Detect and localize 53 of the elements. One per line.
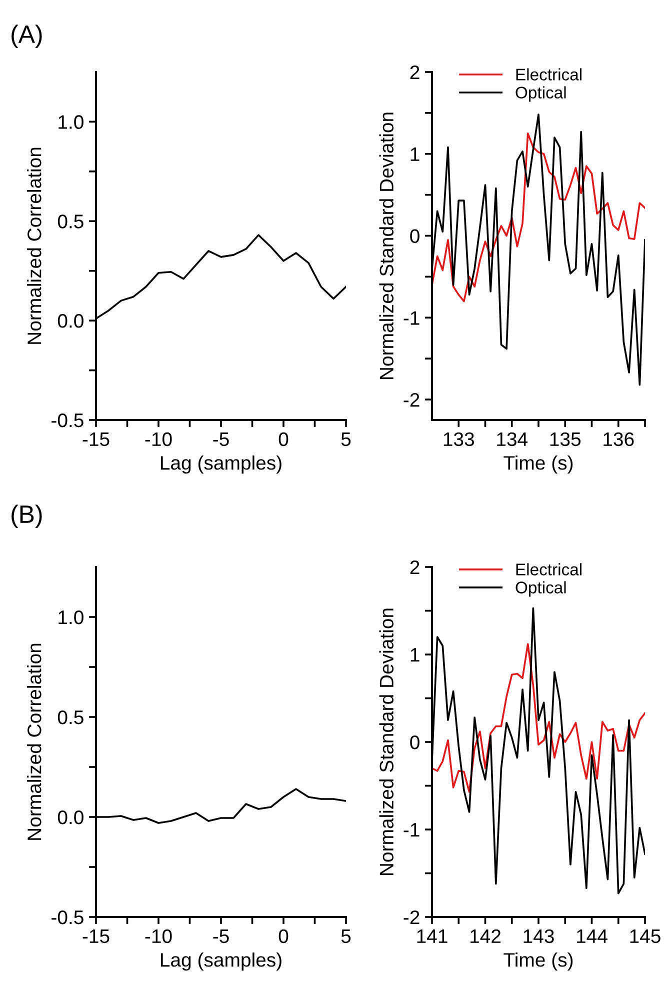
x-tick-label: 141 [417,930,448,943]
legend-label: Optical [516,86,566,102]
y-tick-label: 2 [410,65,420,80]
x-tick-label: -5 [213,930,229,944]
x-tick-label: 142 [470,929,500,943]
x-tick-label: -15 [82,432,110,446]
x-axis-title: Time (s) [504,952,573,971]
text: (B) [12,504,42,528]
legend-label: Electrical [516,563,582,576]
y-tick-label: 1.0 [58,115,84,129]
y-axis-title: Normalized Correlation [27,148,42,344]
y-tick-label: 1.0 [58,610,84,624]
y-tick-label: -1 [404,311,420,325]
x-tick-label: 136 [604,432,634,446]
y-axis-title: Normalized Correlation [27,644,42,840]
y-tick-label: 0 [410,735,420,750]
y-tick-label: 1 [410,148,420,161]
x-axis-title: Lag (samples) [161,455,282,474]
y-tick-label: -2 [404,392,420,407]
text: (A) [12,24,42,48]
y-tick-label: 0.5 [58,710,84,724]
x-tick-label: 0 [278,929,288,944]
y-tick-label: 0.0 [58,314,84,328]
line-series [432,643,645,793]
y-tick-label: -0.5 [52,910,84,924]
y-axis-title: Normalized Standard Deviation [379,112,394,379]
y-tick-label: 2 [410,560,420,574]
y-tick-label: -0.5 [52,413,84,428]
x-tick-label: -5 [213,432,229,446]
y-tick-label: -1 [404,823,420,837]
y-tick-label: 0 [410,229,420,243]
x-tick-label: 5 [341,432,351,446]
x-tick-label: -15 [82,930,110,944]
y-tick-label: 1 [410,648,420,662]
y-tick-label: 0.0 [58,810,84,824]
legend-label: Electrical [516,68,582,80]
x-tick-label: -10 [145,432,172,446]
x-axis-title: Lag (samples) [161,952,282,971]
x-tick-label: 135 [550,432,581,446]
x-axis-title: Time (s) [504,455,573,474]
y-tick-label: 0.5 [58,214,84,228]
y-axis-title: Normalized Standard Deviation [379,608,394,875]
y-tick-label: -2 [404,910,420,924]
x-tick-label: 5 [341,930,351,944]
x-tick-label: 144 [577,930,608,943]
x-tick-label: 134 [497,432,528,446]
legend-label: Optical [516,581,566,597]
x-tick-label: 145 [630,930,660,944]
x-tick-label: -10 [145,929,172,944]
x-tick-label: 133 [444,432,474,446]
x-tick-label: 143 [524,929,554,944]
line-series [432,132,645,302]
x-tick-label: 0 [278,432,288,446]
